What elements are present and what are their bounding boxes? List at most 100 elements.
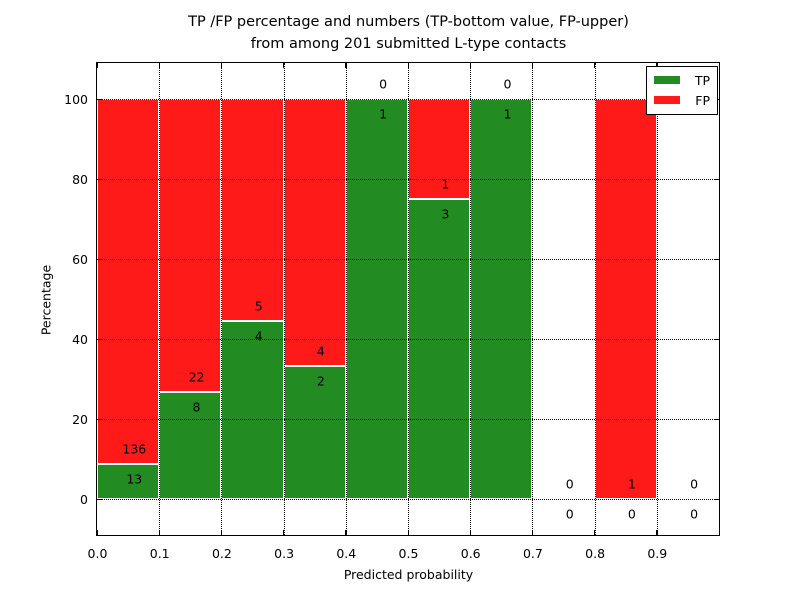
x-tick-label: 0.4 (336, 546, 357, 561)
fp-bar-segment (408, 99, 471, 199)
grid-line-vertical (159, 63, 161, 535)
y-tick (714, 418, 719, 420)
chart-title-line2: from among 201 submitted L-type contacts (250, 36, 567, 52)
x-tick-label: 0.2 (211, 546, 232, 561)
fp-count-label: 1 (627, 476, 636, 492)
y-tick (714, 498, 719, 500)
grid-line-vertical (345, 63, 347, 535)
x-tick-label: 0.8 (585, 546, 606, 561)
tp-bar-segment (345, 99, 408, 499)
x-tick (656, 63, 658, 68)
plot-area: 136 13 22 8 5 4 4 2 0 1 1 3 0 1 0 0 1 0 0 0 (96, 62, 720, 536)
x-tick (96, 530, 98, 535)
y-tick (714, 338, 719, 340)
x-tick (345, 530, 347, 535)
fp-bar-segment (283, 99, 346, 366)
x-tick (345, 63, 347, 68)
legend-label: TP (694, 72, 710, 88)
legend-entry-fp: FP (654, 90, 710, 110)
chart-title-line1: TP /FP percentage and numbers (TP-bottom… (188, 14, 629, 30)
tp-count-label: 4 (254, 328, 263, 344)
y-tick (714, 258, 719, 260)
legend-label: FP (695, 92, 710, 108)
x-tick (469, 530, 471, 535)
tp-count-label: 0 (690, 506, 699, 522)
grid-line-vertical (221, 63, 223, 535)
x-tick-label: 0.3 (274, 546, 295, 561)
x-tick (656, 530, 658, 535)
grid-line-vertical (594, 63, 596, 535)
x-tick (283, 63, 285, 68)
y-tick-label: 20 (72, 411, 88, 427)
x-tick (158, 530, 160, 535)
fp-count-label: 22 (188, 369, 205, 385)
fp-count-label: 5 (254, 298, 263, 314)
x-tick (531, 530, 534, 535)
tp-bar-segment (159, 392, 222, 499)
y-tick (97, 338, 102, 340)
fp-count-label: 0 (503, 76, 512, 92)
y-tick (714, 178, 719, 180)
x-tick (594, 530, 596, 535)
x-axis-label: Predicted probability (343, 567, 474, 582)
y-tick-label: 0 (80, 491, 88, 507)
x-tick (531, 63, 534, 68)
tp-bar-segment (221, 321, 284, 499)
x-tick (158, 63, 160, 68)
grid-line-vertical (532, 63, 534, 535)
tp-legend-swatch (654, 76, 680, 84)
y-tick-label: 40 (72, 331, 88, 347)
x-tick-label: 0.7 (522, 546, 543, 561)
fp-count-label: 0 (379, 76, 388, 92)
tp-count-label: 3 (441, 206, 450, 222)
tp-bar-segment (408, 199, 471, 499)
legend-entry-tp: TP (654, 70, 710, 90)
fp-count-label: 136 (122, 441, 147, 457)
tp-bar-segment (97, 464, 160, 499)
x-tick-label: 0.1 (149, 546, 170, 561)
tp-count-label: 2 (316, 373, 325, 389)
x-tick (283, 530, 285, 535)
fp-bar-segment (594, 99, 657, 499)
y-tick-label: 60 (72, 251, 88, 267)
x-tick (220, 530, 223, 535)
x-tick-label: 0.5 (398, 546, 419, 561)
tp-count-label: 0 (565, 506, 574, 522)
grid-line-vertical (656, 63, 658, 535)
tp-count-label: 13 (126, 471, 143, 487)
fp-count-label: 4 (316, 343, 325, 359)
fp-count-label: 0 (690, 476, 699, 492)
fp-bar-segment (97, 99, 160, 465)
y-tick (97, 258, 102, 260)
x-tick (594, 63, 596, 68)
fp-legend-swatch (654, 96, 680, 104)
fp-bar-segment (221, 99, 284, 322)
y-tick (97, 98, 102, 100)
tp-count-label: 1 (503, 106, 512, 122)
tp-bar-segment (283, 365, 346, 499)
fp-bar-segment (159, 99, 222, 393)
x-tick (407, 530, 409, 535)
fp-count-label: 1 (441, 176, 450, 192)
x-tick (469, 63, 471, 68)
x-tick-label: 0.0 (87, 546, 108, 561)
grid-line-vertical (408, 63, 409, 535)
x-tick-label: 0.6 (460, 546, 481, 561)
legend: TP FP (646, 66, 718, 115)
x-tick-label: 0.9 (647, 546, 668, 561)
fp-count-label: 0 (565, 476, 574, 492)
x-tick (220, 63, 223, 68)
y-tick-label: 100 (64, 91, 88, 107)
y-tick (97, 178, 102, 180)
tp-count-label: 8 (192, 399, 201, 415)
y-tick-label: 80 (72, 171, 88, 187)
grid-line-vertical (283, 63, 285, 535)
chart-title: TP /FP percentage and numbers (TP-bottom… (96, 11, 721, 55)
grid-line-vertical (470, 63, 472, 535)
y-tick (97, 498, 102, 500)
tp-count-label: 0 (627, 506, 636, 522)
x-tick (96, 63, 98, 68)
tp-count-label: 1 (379, 106, 388, 122)
tp-bar-segment (470, 99, 533, 499)
